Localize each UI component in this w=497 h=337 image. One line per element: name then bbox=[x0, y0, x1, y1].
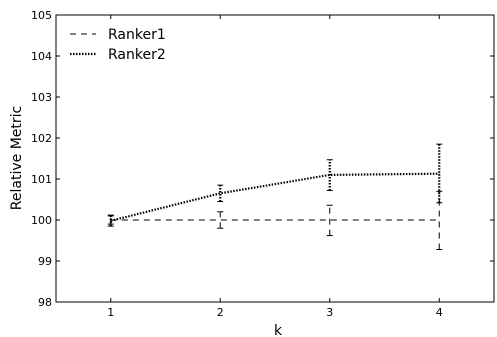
y-tick-label: 102 bbox=[31, 132, 52, 145]
y-tick-label: 104 bbox=[31, 50, 52, 63]
y-tick-label: 105 bbox=[31, 9, 52, 22]
series-layer bbox=[107, 143, 443, 251]
x-tick-label: 3 bbox=[326, 306, 333, 319]
axes bbox=[55, 14, 495, 303]
legend: Ranker1 Ranker2 bbox=[70, 27, 166, 63]
y-tick-label: 100 bbox=[31, 214, 52, 227]
legend-label-ranker1: Ranker1 bbox=[108, 27, 166, 43]
x-tick-label: 4 bbox=[436, 306, 443, 319]
x-ticks: 1 2 3 4 bbox=[107, 15, 443, 319]
y-ticks: 98 99 100 101 102 103 104 105 bbox=[31, 9, 494, 309]
y-axis-label: Relative Metric bbox=[9, 106, 25, 210]
legend-label-ranker2: Ranker2 bbox=[108, 47, 166, 63]
series-line-ranker2 bbox=[110, 172, 440, 222]
y-tick-label: 103 bbox=[31, 91, 52, 104]
axes-frame bbox=[55, 14, 495, 303]
y-tick-label: 101 bbox=[31, 173, 52, 186]
y-tick-label: 98 bbox=[38, 296, 52, 309]
x-tick-label: 1 bbox=[107, 306, 114, 319]
y-tick-label: 99 bbox=[38, 255, 52, 268]
x-axis-label: k bbox=[274, 323, 283, 337]
x-tick-label: 2 bbox=[217, 306, 224, 319]
